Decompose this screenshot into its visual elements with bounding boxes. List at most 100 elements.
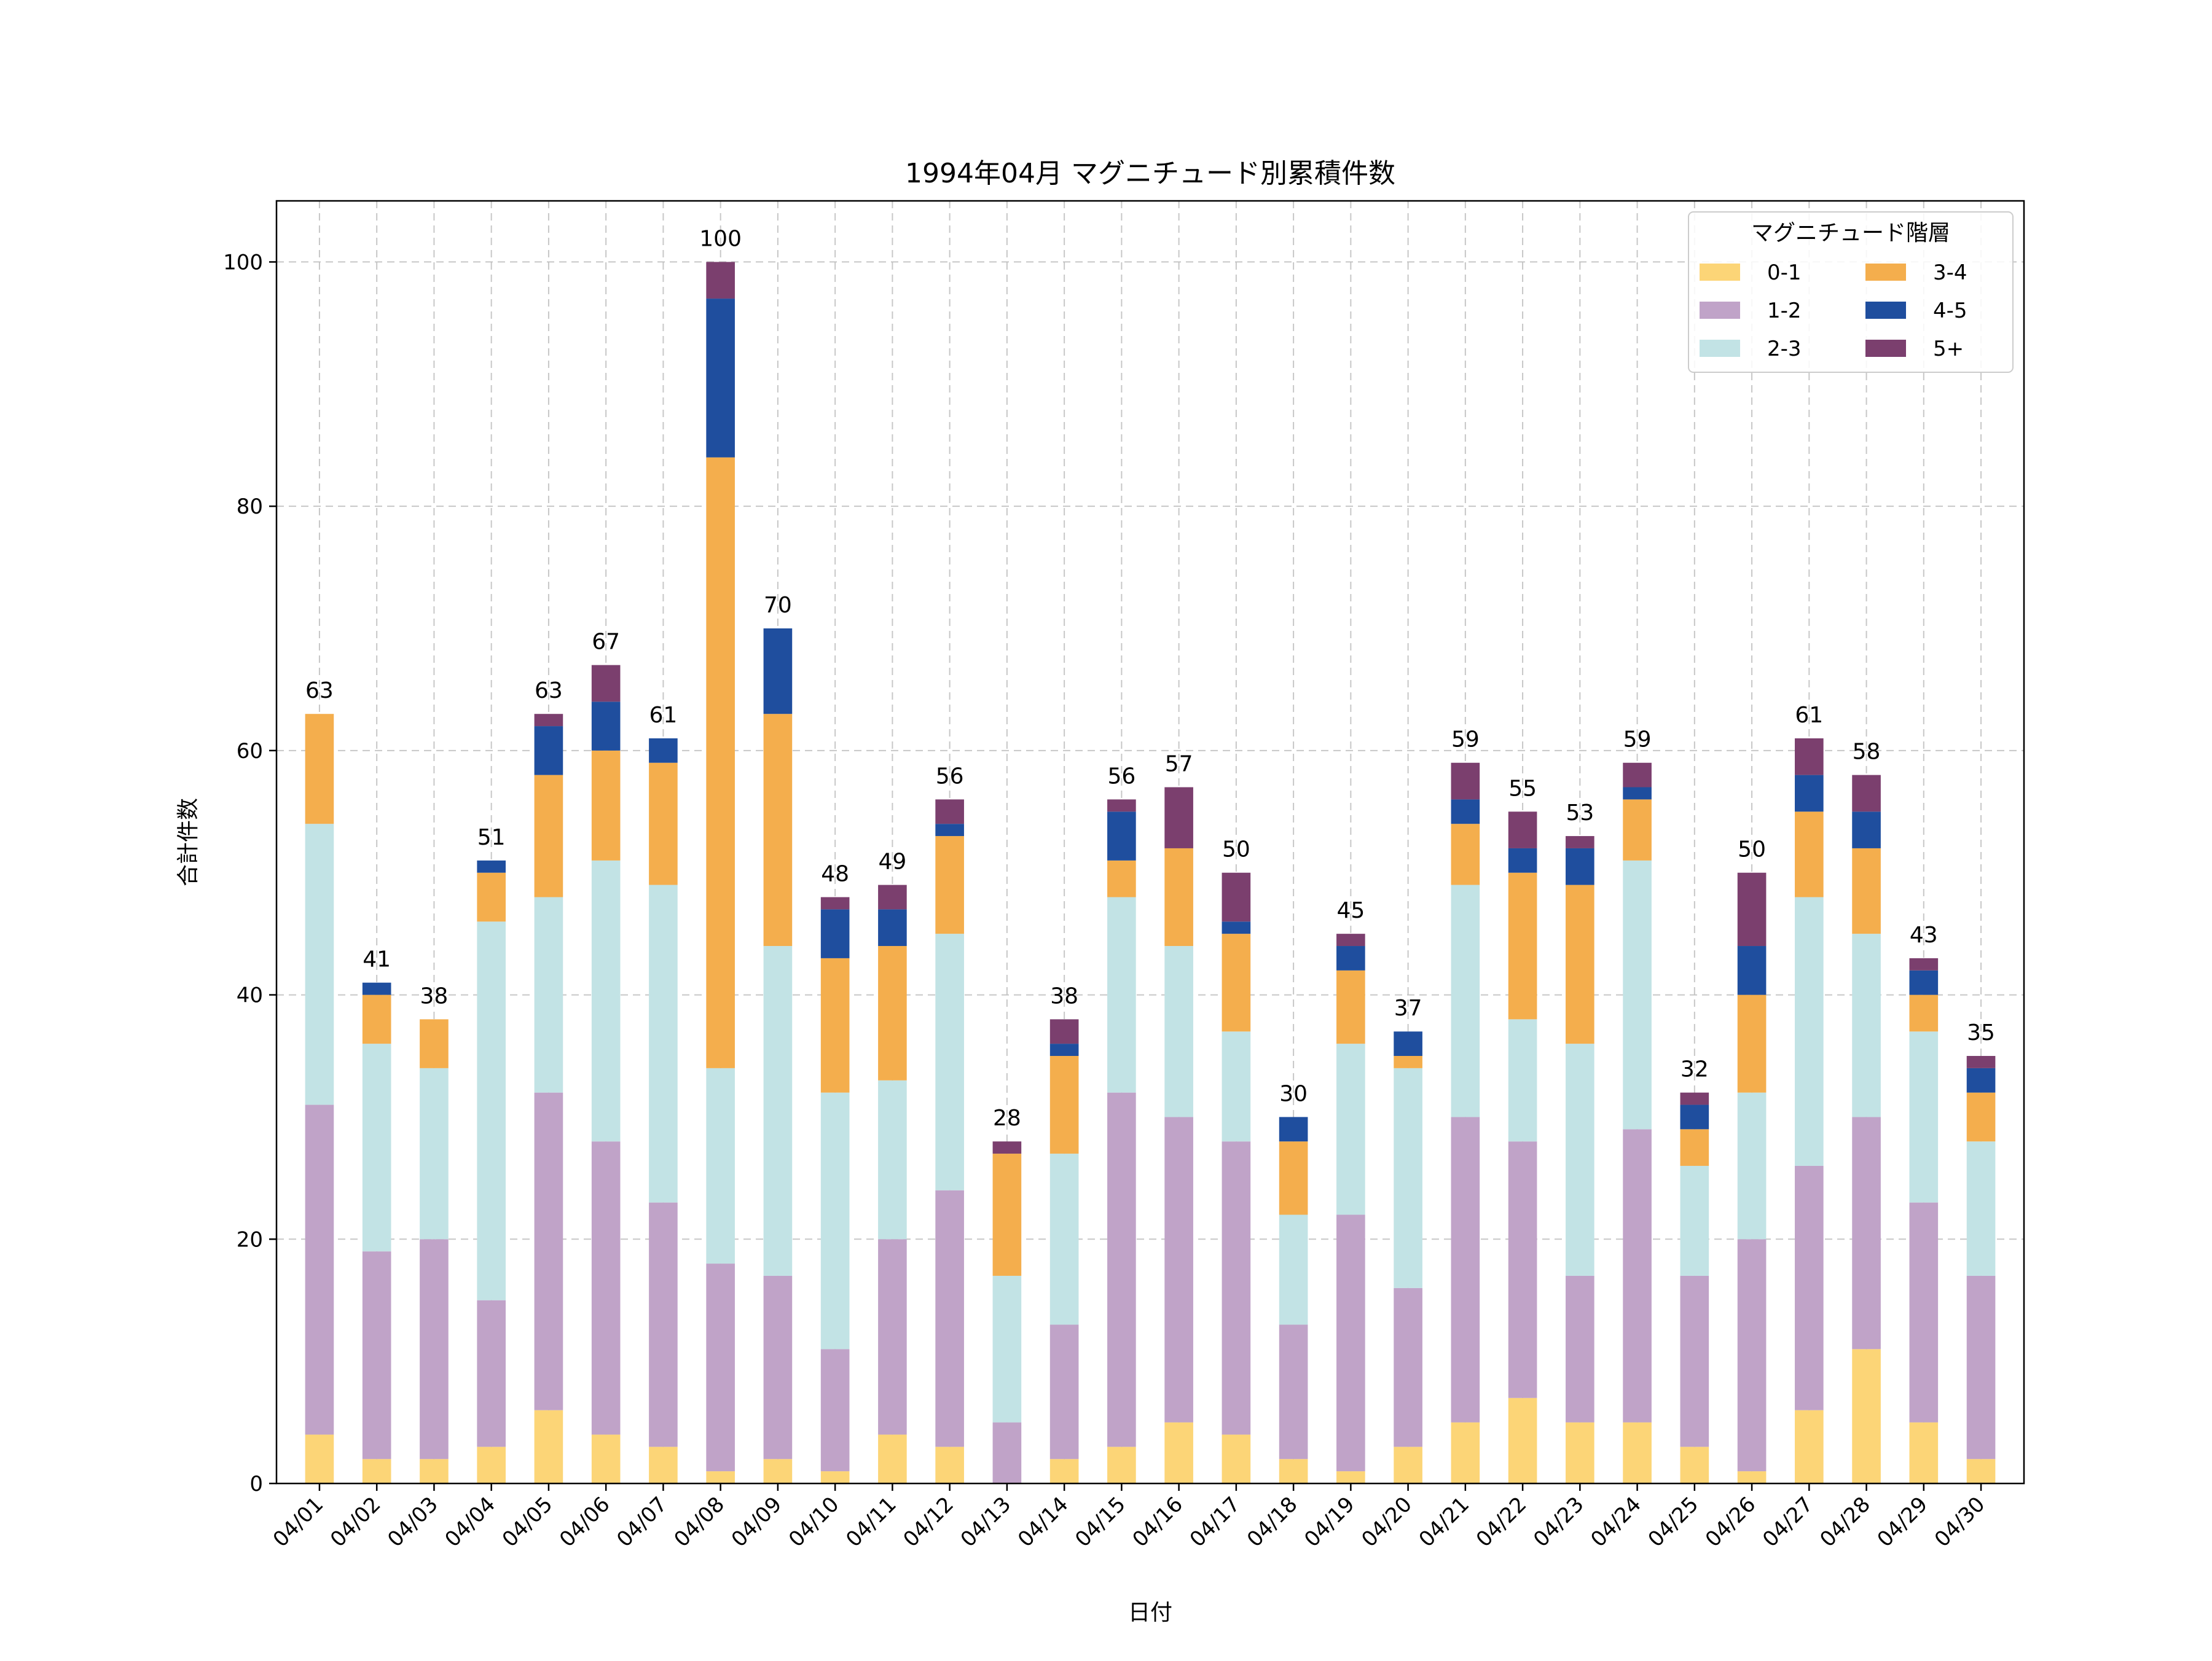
- bar-segment-1-2: [1508, 1141, 1537, 1398]
- bar-segment-5+: [820, 897, 850, 910]
- x-tick-label: 04/04: [440, 1492, 500, 1552]
- bar-segment-4-5: [706, 299, 735, 458]
- total-label: 38: [1050, 983, 1078, 1009]
- bar-segment-1-2: [1966, 1275, 1996, 1460]
- total-label: 63: [305, 678, 334, 703]
- bar-segment-2-3: [1737, 1092, 1767, 1240]
- bar-segment-0-1: [534, 1410, 563, 1483]
- x-tick-label: 04/14: [1013, 1492, 1073, 1552]
- bar-segment-1-2: [1107, 1092, 1136, 1447]
- bar-segment-1-2: [534, 1092, 563, 1410]
- bar-segment-3-4: [1049, 1056, 1079, 1154]
- bar-segment-2-3: [1451, 885, 1480, 1117]
- bar-segment-0-1: [1222, 1434, 1251, 1483]
- bar-segment-0-1: [649, 1447, 678, 1483]
- y-tick-label: 20: [237, 1227, 263, 1252]
- legend-label-0-1: 0-1: [1767, 260, 1802, 285]
- bar-segment-0-1: [1336, 1471, 1365, 1483]
- total-label: 57: [1165, 752, 1193, 777]
- x-tick-label: 04/09: [727, 1492, 787, 1552]
- bar-segment-2-3: [1336, 1044, 1365, 1215]
- bar-segment-3-4: [649, 762, 678, 885]
- total-label: 70: [764, 593, 792, 618]
- legend: マグニチュード階層 0-1 1-2 2-3 3-4 4-5 5+: [1688, 211, 2014, 373]
- bar-segment-4-5: [1508, 848, 1537, 873]
- total-label: 32: [1681, 1057, 1709, 1082]
- bar-segment-2-3: [1508, 1019, 1537, 1142]
- bar-segment-1-2: [362, 1251, 391, 1460]
- bar-segment-0-1: [1164, 1422, 1193, 1483]
- bar-segment-3-4: [763, 714, 793, 947]
- bar-segment-3-4: [935, 836, 964, 934]
- x-tick-label: 04/18: [1242, 1492, 1303, 1552]
- bar-segment-4-5: [1566, 848, 1594, 885]
- bar-segment-4-5: [763, 628, 793, 714]
- bar-segment-5+: [1737, 872, 1767, 947]
- bar-segment-0-1: [1107, 1447, 1136, 1483]
- bar-segment-5+: [1049, 1019, 1079, 1044]
- bar-segment-3-4: [992, 1154, 1022, 1276]
- legend-swatch-5+: [1865, 340, 1906, 357]
- bar-segment-3-4: [1451, 824, 1480, 885]
- bar-segment-3-4: [591, 750, 621, 861]
- legend-swatch-1-2: [1700, 302, 1740, 319]
- y-tick-label: 80: [237, 494, 263, 519]
- x-tick-label: 04/17: [1185, 1492, 1245, 1552]
- total-label: 61: [649, 703, 678, 728]
- total-label: 59: [1623, 727, 1652, 752]
- total-label: 67: [592, 630, 620, 655]
- bar-segment-1-2: [1394, 1288, 1422, 1447]
- total-label: 56: [936, 764, 964, 789]
- bar-segment-5+: [878, 885, 907, 910]
- bar-segment-0-1: [1795, 1410, 1824, 1483]
- x-tick-label: 04/11: [841, 1492, 901, 1552]
- bar-segment-3-4: [1164, 848, 1193, 947]
- y-tick-label: 60: [237, 739, 263, 764]
- bar-segment-1-2: [477, 1300, 506, 1447]
- bar-segment-3-4: [1909, 995, 1939, 1032]
- bar-segment-0-1: [1394, 1447, 1422, 1483]
- bar-segment-1-2: [1336, 1214, 1365, 1472]
- bar-segment-0-1: [1049, 1459, 1079, 1483]
- bar-segment-1-2: [420, 1239, 449, 1460]
- total-label: 50: [1222, 837, 1250, 862]
- total-label: 63: [535, 678, 563, 703]
- legend-label-4-5: 4-5: [1933, 299, 1967, 323]
- bar-segment-2-3: [992, 1275, 1022, 1423]
- bar-segment-0-1: [706, 1471, 735, 1483]
- y-axis-title: 合計件数: [176, 798, 201, 886]
- bar-segment-1-2: [820, 1349, 850, 1472]
- bar-segment-0-1: [591, 1434, 621, 1483]
- bar-segment-1-2: [1222, 1141, 1251, 1435]
- x-tick-label: 04/25: [1644, 1492, 1704, 1552]
- bars: [305, 262, 1996, 1483]
- bar-segment-1-2: [1909, 1202, 1939, 1423]
- bar-segment-5+: [1508, 811, 1537, 848]
- total-label: 55: [1508, 776, 1537, 801]
- bar-segment-4-5: [534, 726, 563, 775]
- bar-segment-5+: [1107, 799, 1136, 812]
- bar-segment-1-2: [1566, 1275, 1594, 1423]
- bar-segment-1-2: [1852, 1117, 1881, 1350]
- bar-segment-1-2: [878, 1239, 907, 1435]
- bar-segment-3-4: [1336, 970, 1365, 1044]
- total-label: 38: [420, 983, 449, 1009]
- bar-segment-2-3: [706, 1068, 735, 1264]
- bar-segment-2-3: [763, 946, 793, 1276]
- x-tick-label: 04/08: [669, 1492, 729, 1552]
- bar-segment-2-3: [591, 860, 621, 1142]
- total-label: 51: [477, 825, 506, 850]
- bar-segment-1-2: [1795, 1165, 1824, 1410]
- bar-segment-5+: [591, 665, 621, 702]
- x-tick-label: 04/24: [1586, 1492, 1646, 1552]
- bar-segment-4-5: [1222, 921, 1251, 934]
- bar-segment-4-5: [1909, 970, 1939, 995]
- bar-segment-0-1: [1451, 1422, 1480, 1483]
- bar-segment-1-2: [1451, 1117, 1480, 1423]
- total-label: 56: [1107, 764, 1135, 789]
- bar-segment-3-4: [1966, 1092, 1996, 1142]
- bar-segment-3-4: [706, 457, 735, 1068]
- bar-segment-2-3: [1394, 1068, 1422, 1288]
